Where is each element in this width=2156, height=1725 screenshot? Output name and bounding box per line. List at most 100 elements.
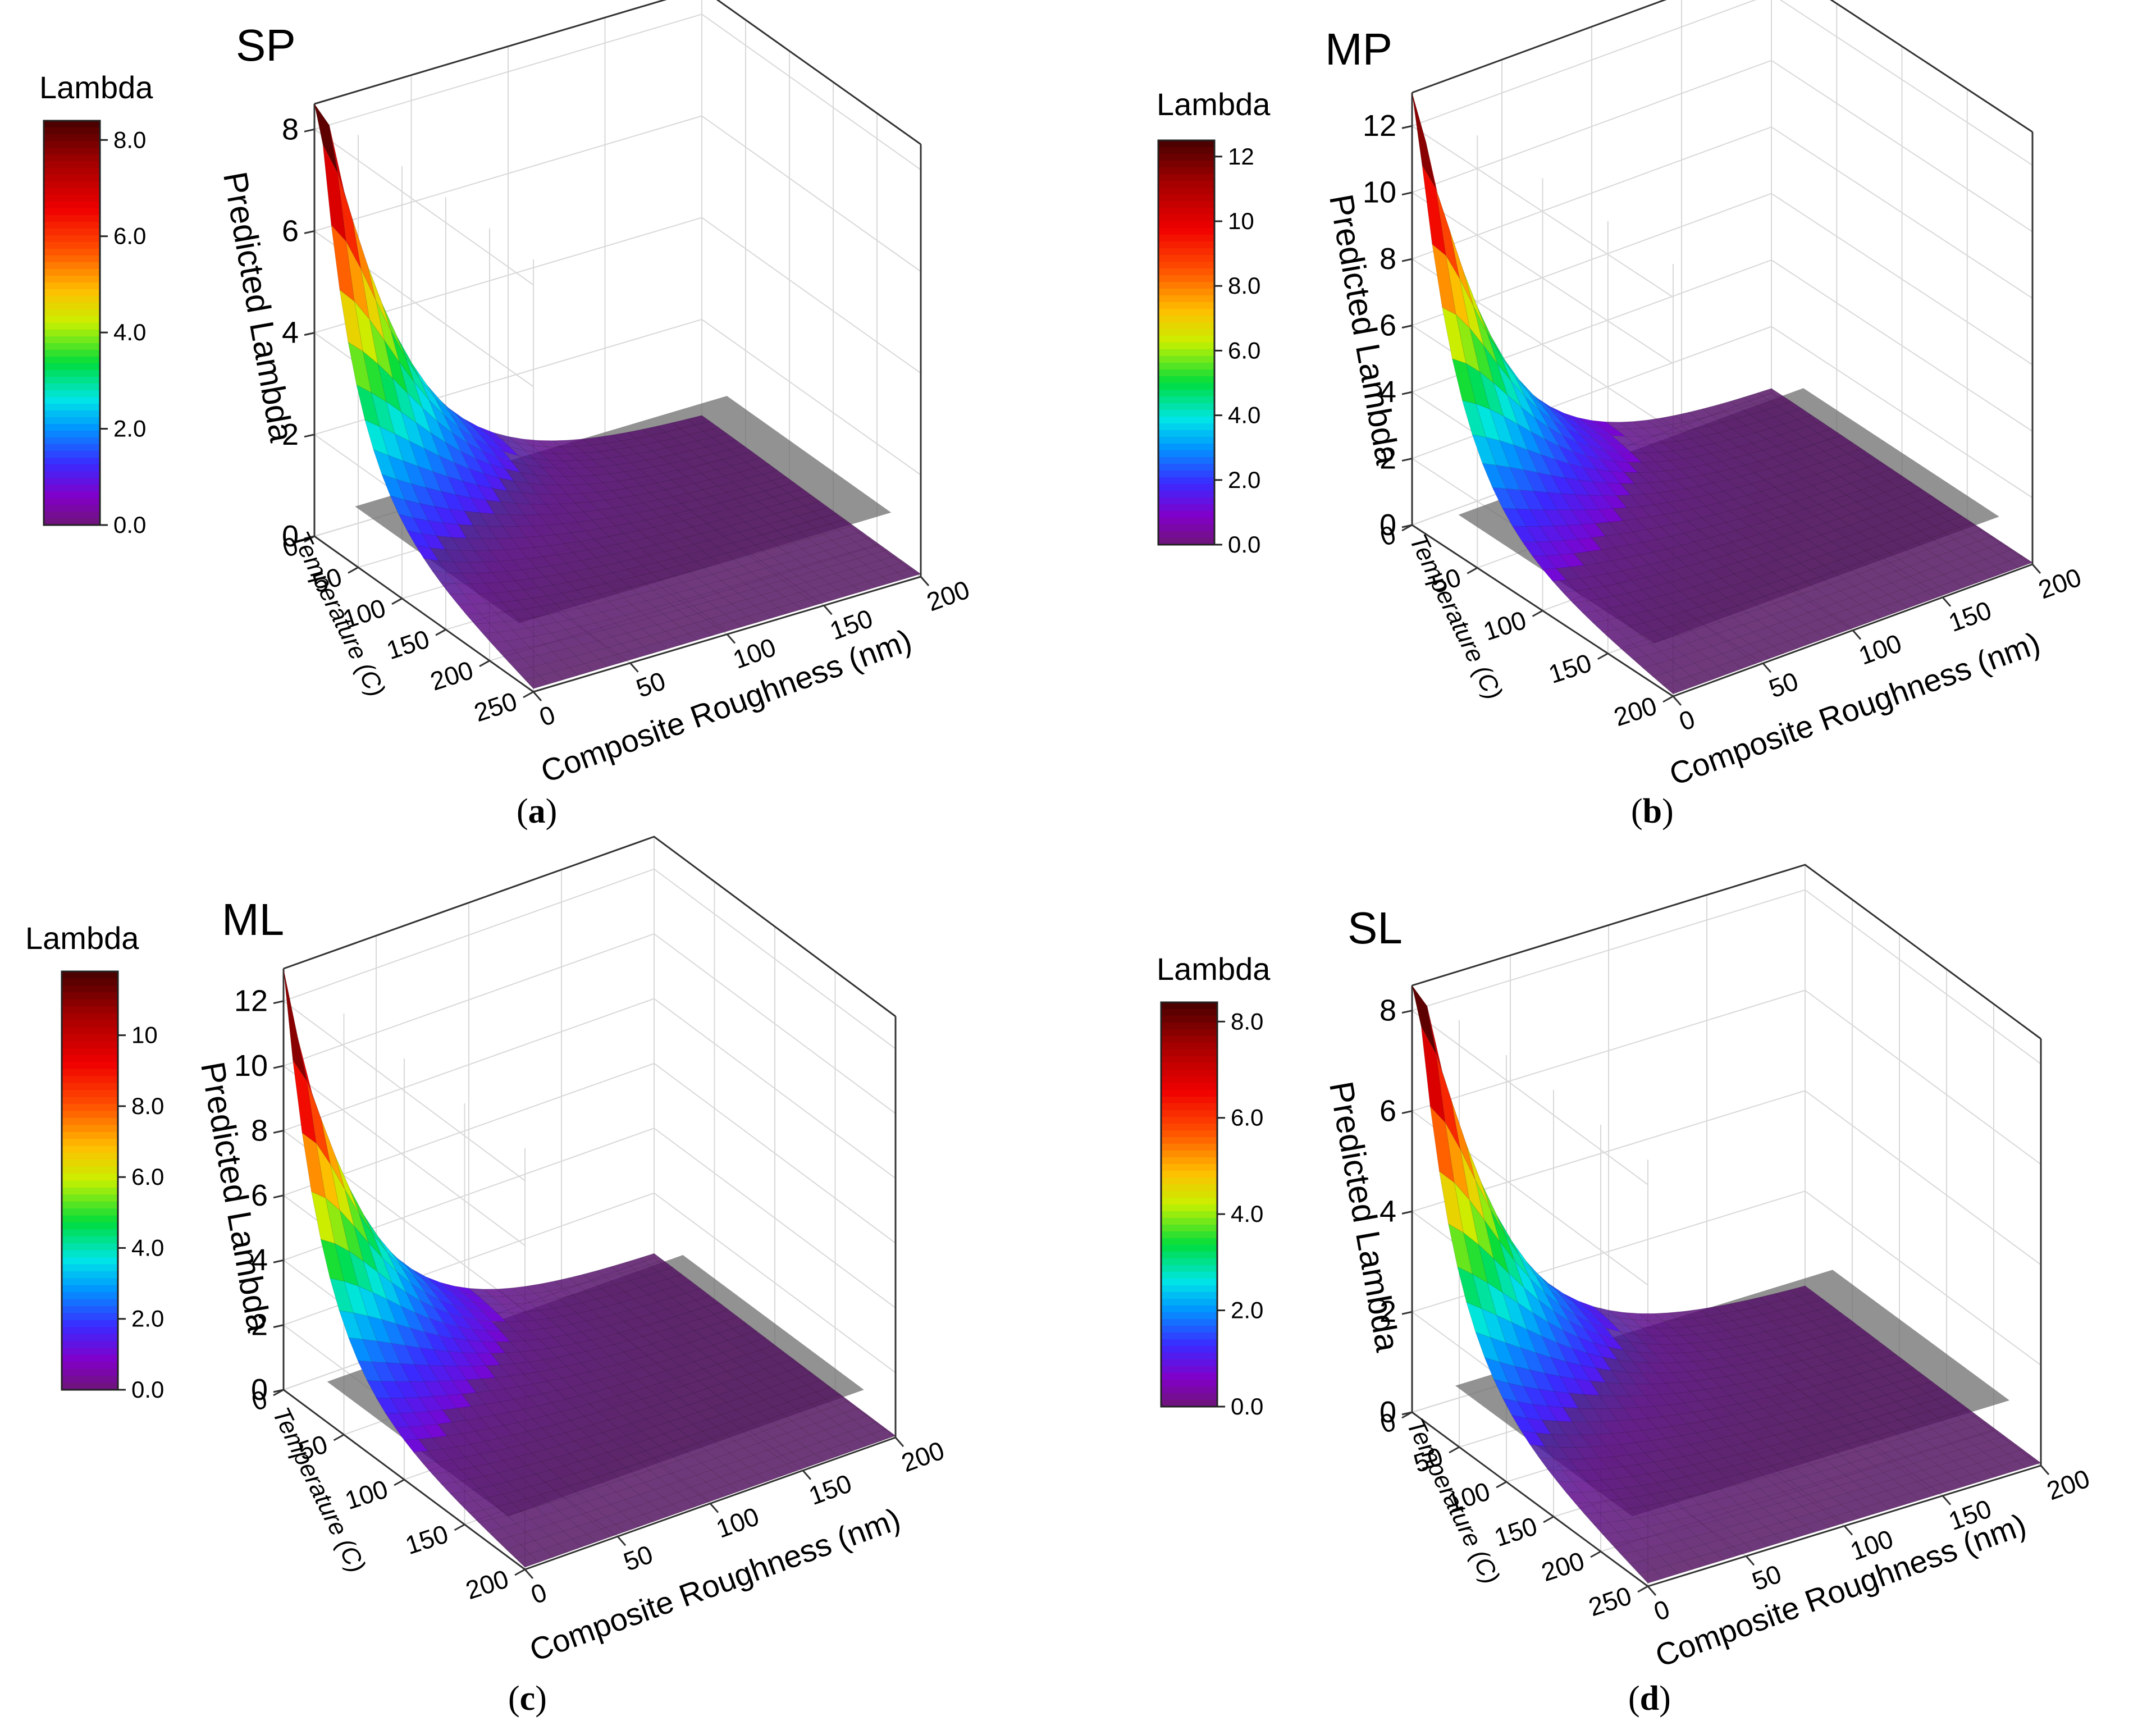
x-tick-mark-a-3 [823, 605, 833, 615]
colorbar-title-b: Lambda [1157, 86, 1271, 122]
caption-d: (d) [1628, 1680, 1671, 1718]
colorbar-title-c: Lambda [25, 920, 139, 956]
colorbar-tick-c-5: 10 [131, 1022, 158, 1048]
colorbar-tick-b-0: 0.0 [1228, 531, 1260, 558]
colorbar-tick-b-1: 2.0 [1228, 467, 1260, 493]
colorbar-tick-c-4: 8.0 [131, 1093, 164, 1119]
z-tick-c-5: 10 [234, 1049, 268, 1083]
caption-b: (b) [1631, 792, 1674, 830]
colorbar-tick-d-1: 2.0 [1231, 1297, 1263, 1324]
colorbar-b: Lambda 0.0 2.0 4.0 6.0 8.0 10 12 [1157, 86, 1271, 558]
z-tick-mark-b-3 [1401, 325, 1413, 329]
colorbar-frame-d [1160, 1001, 1218, 1408]
z-tick-c-4: 8 [251, 1114, 268, 1147]
z-tick-c-0: 0 [251, 1373, 268, 1407]
colorbar-tick-b-6: 12 [1228, 143, 1254, 170]
colorbar-tick-a-3: 6.0 [113, 223, 146, 249]
surface-b [1412, 92, 2034, 695]
z-tick-b-0: 0 [1380, 508, 1396, 542]
colorbar-d: Lambda 0.0 2.0 4.0 6.0 8.0 [1157, 951, 1271, 1420]
z-tick-c-2: 4 [251, 1243, 268, 1277]
y-tick-mark-c-2 [394, 1478, 405, 1486]
y-tick-mark-d-5 [1637, 1585, 1648, 1593]
colorbar-tick-d-3: 6.0 [1231, 1105, 1263, 1131]
panel-title-b: MP [1325, 24, 1392, 74]
x-tick-mark-a-0 [532, 691, 542, 701]
z-tick-a-4: 8 [282, 112, 299, 146]
z-tick-mark-b-5 [1401, 191, 1413, 196]
colorbar-tick-c-3: 6.0 [131, 1163, 164, 1190]
below-plane-shade-c [413, 1253, 896, 1568]
x-tick-mark-b-4 [2031, 564, 2041, 574]
colorbar-tick-a-4: 8.0 [113, 126, 146, 153]
z-tick-mark-c-6 [273, 1000, 284, 1005]
colorbar-tick-d-2: 4.0 [1231, 1201, 1263, 1227]
z-tick-mark-c-4 [273, 1129, 284, 1134]
colorbar-tick-a-0: 0.0 [113, 512, 146, 538]
z-tick-mark-d-4 [1401, 1010, 1413, 1014]
y-tick-mark-d-2 [1496, 1481, 1507, 1489]
x-tick-mark-b-1 [1762, 663, 1772, 673]
colorbar-tick-a-2: 4.0 [113, 319, 146, 345]
z-tick-mark-c-2 [273, 1259, 284, 1263]
panel-title-c: ML [222, 895, 284, 944]
below-plane-shade-d [1530, 1285, 2041, 1583]
colorbar-title-a: Lambda [39, 70, 153, 105]
x-tick-mark-b-0 [1672, 696, 1682, 706]
z-tick-mark-b-2 [1401, 391, 1413, 395]
y-tick-mark-b-1 [1467, 567, 1478, 574]
z-tick-mark-d-2 [1401, 1210, 1413, 1215]
z-tick-d-3: 6 [1380, 1094, 1396, 1128]
box-top-edge-c [283, 836, 896, 1017]
y-tick-mark-c-0 [273, 1389, 284, 1397]
z-tick-mark-a-3 [304, 230, 315, 234]
z-tick-c-3: 6 [251, 1179, 268, 1212]
x-tick-mark-c-1 [616, 1536, 627, 1546]
z-tick-mark-a-2 [304, 332, 315, 336]
z-tick-mark-c-3 [273, 1194, 284, 1199]
z-tick-d-4: 8 [1380, 994, 1396, 1028]
caption-c: (c) [508, 1680, 547, 1718]
y-axis-line-a [314, 535, 534, 693]
y-tick-mark-a-4 [479, 660, 490, 667]
x-tick-mark-a-4 [920, 576, 930, 586]
z-tick-mark-d-1 [1401, 1311, 1413, 1315]
x-tick-mark-c-0 [524, 1569, 534, 1579]
z-tick-c-6: 12 [234, 984, 268, 1018]
z-tick-mark-b-1 [1401, 458, 1413, 462]
z-tick-mark-a-4 [304, 128, 315, 133]
z-tick-d-1: 2 [1380, 1295, 1396, 1329]
colorbar-tick-c-0: 0.0 [131, 1376, 164, 1403]
z-tick-a-2: 4 [282, 316, 299, 350]
panel-title-d: SL [1347, 903, 1403, 953]
y-axis-line-d [1412, 1411, 1648, 1587]
y-tick-mark-a-2 [391, 597, 403, 605]
colorbar-c: Lambda 0.0 2.0 4.0 6.0 8.0 10 [25, 920, 164, 1403]
z-tick-mark-d-3 [1401, 1110, 1413, 1114]
y-tick-mark-a-5 [523, 691, 534, 699]
x-tick-mark-c-2 [709, 1503, 719, 1513]
y-tick-mark-b-4 [1662, 695, 1674, 703]
surface-a [314, 103, 922, 689]
colorbar-tick-b-3: 6.0 [1228, 337, 1260, 363]
y-tick-mark-d-4 [1590, 1550, 1601, 1558]
box-top-edge-b [1412, 0, 2033, 133]
x-tick-mark-b-2 [1852, 629, 1862, 640]
z-tick-a-0: 0 [282, 519, 299, 553]
surface-c [283, 969, 897, 1568]
colorbar-frame-a [43, 120, 101, 526]
colorbar-tick-c-2: 4.0 [131, 1234, 164, 1261]
colorbar-a: Lambda 0.0 2.0 4.0 6.0 8.0 [39, 70, 153, 538]
colorbar-frame-c [61, 970, 119, 1391]
z-tick-mark-a-1 [304, 433, 315, 438]
x-tick-mark-d-0 [1647, 1586, 1657, 1596]
z-tick-a-1: 2 [282, 418, 299, 451]
z-tick-mark-c-5 [273, 1065, 284, 1069]
colorbar-tick-c-1: 2.0 [131, 1306, 164, 1332]
surface-d [1412, 985, 2042, 1583]
y-tick-mark-a-3 [435, 628, 446, 636]
colorbar-frame-b [1157, 139, 1216, 546]
box-top-edge-a [314, 0, 921, 145]
y-tick-mark-d-0 [1401, 1411, 1413, 1419]
y-tick-mark-a-0 [304, 535, 315, 543]
